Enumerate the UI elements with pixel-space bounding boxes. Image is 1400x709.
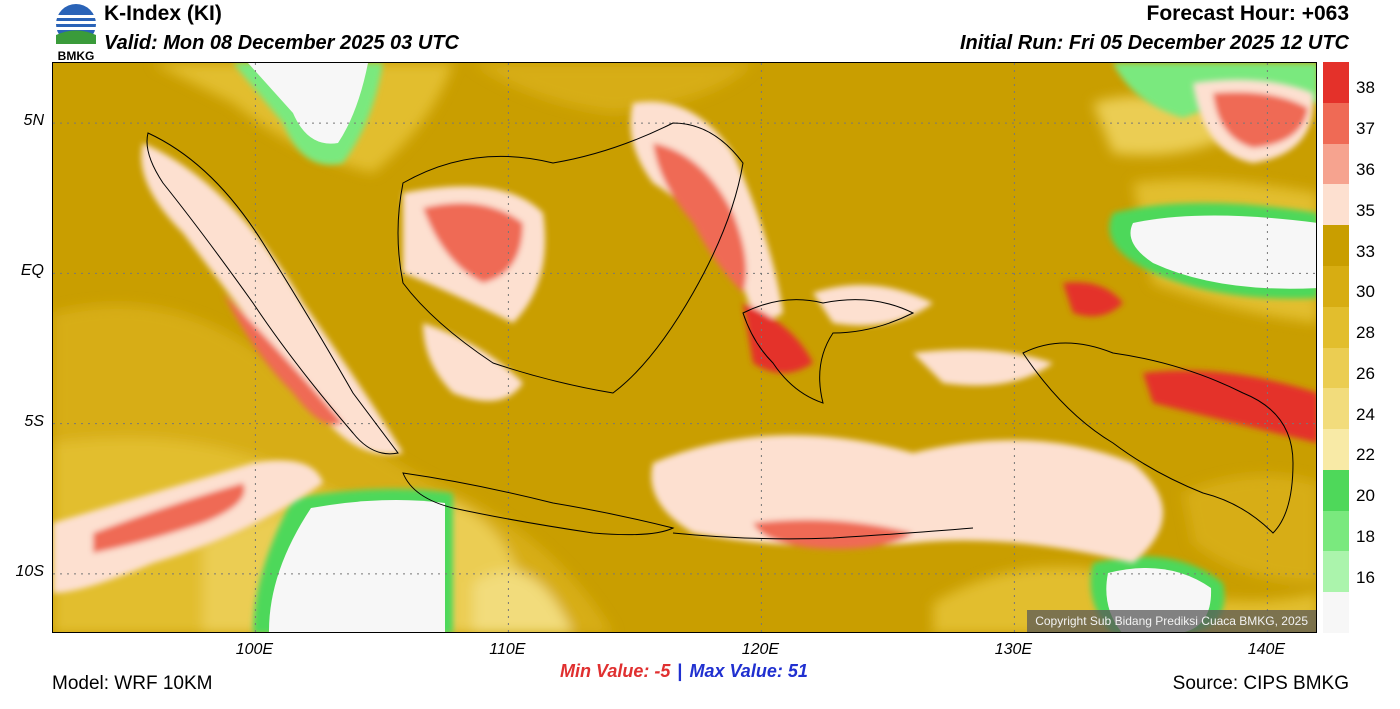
map-title: K-Index (KI) <box>104 2 222 25</box>
colorbar-label: 36 <box>1356 159 1375 179</box>
min-value: -5 <box>654 661 671 681</box>
max-label: Max Value: <box>689 661 783 681</box>
lat-tick-label: 10S <box>15 562 44 580</box>
high-ki-areas <box>53 79 1316 593</box>
lat-tick-label: 5S <box>24 412 44 430</box>
colorbar-segment <box>1323 592 1349 634</box>
colorbar-label: 30 <box>1356 282 1375 302</box>
colorbar-label: 28 <box>1356 323 1375 343</box>
colorbar-segment <box>1323 225 1349 267</box>
colorbar-segment <box>1323 102 1349 145</box>
valid-time: Valid: Mon 08 December 2025 03 UTC <box>104 32 459 54</box>
lon-tick-label: 130E <box>994 641 1033 658</box>
bmkg-logo-icon <box>56 4 96 44</box>
initial-run: Initial Run: Fri 05 December 2025 12 UTC <box>959 32 1349 54</box>
min-max-stats: Min Value: -5 | Max Value: 51 <box>560 661 808 682</box>
colorbar-label: 38 <box>1356 78 1375 98</box>
graticule <box>53 63 1316 632</box>
colorbar <box>1323 62 1349 634</box>
copyright-notice: Copyright Sub Bidang Prediksi Cuaca BMKG… <box>1027 610 1316 632</box>
forecast-hour: Forecast Hour: +063 <box>1146 2 1350 25</box>
coastlines <box>146 122 1294 540</box>
colorbar-segment <box>1323 62 1349 104</box>
max-value: 51 <box>787 661 808 681</box>
model-label: Model: WRF 10KM <box>52 673 213 694</box>
colorbar-label: 20 <box>1356 486 1375 506</box>
colorbar-label: 26 <box>1356 363 1375 383</box>
lat-tick-label: 5N <box>23 112 44 130</box>
colorbar-label: 35 <box>1356 200 1375 220</box>
lon-tick-label: 120E <box>741 641 780 658</box>
colorbar-label: 37 <box>1356 119 1375 139</box>
source-label: Source: CIPS BMKG <box>1172 673 1349 694</box>
colorbar-segment <box>1323 388 1349 430</box>
k-index-field <box>53 63 1316 632</box>
lat-tick-label: EQ <box>20 262 44 280</box>
colorbar-segment <box>1323 429 1349 471</box>
lon-tick-label: 110E <box>489 641 526 658</box>
colorbar-segment <box>1323 143 1349 185</box>
colorbar-label: 24 <box>1356 404 1375 424</box>
very-low-ki-areas <box>233 63 1316 632</box>
colorbar-segment <box>1323 184 1349 226</box>
colorbar-segment <box>1323 551 1349 593</box>
lon-tick-label: 140E <box>1247 641 1286 658</box>
colorbar-segment <box>1323 347 1349 389</box>
min-label: Min Value: <box>560 661 650 681</box>
logo-text: BMKG <box>57 49 95 63</box>
colorbar-label: 16 <box>1356 567 1375 587</box>
colorbar-label: 22 <box>1356 445 1375 465</box>
k-index-map: Copyright Sub Bidang Prediksi Cuaca BMKG… <box>52 62 1317 633</box>
colorbar-segment <box>1323 510 1349 552</box>
colorbar-segment <box>1323 265 1349 308</box>
stats-separator: | <box>677 661 683 681</box>
lon-tick-label: 100E <box>235 641 274 658</box>
colorbar-segment <box>1323 469 1349 512</box>
colorbar-label: 33 <box>1356 241 1375 261</box>
colorbar-label: 18 <box>1356 527 1375 547</box>
bmkg-logo: BMKG <box>52 2 100 63</box>
colorbar-segment <box>1323 306 1349 348</box>
